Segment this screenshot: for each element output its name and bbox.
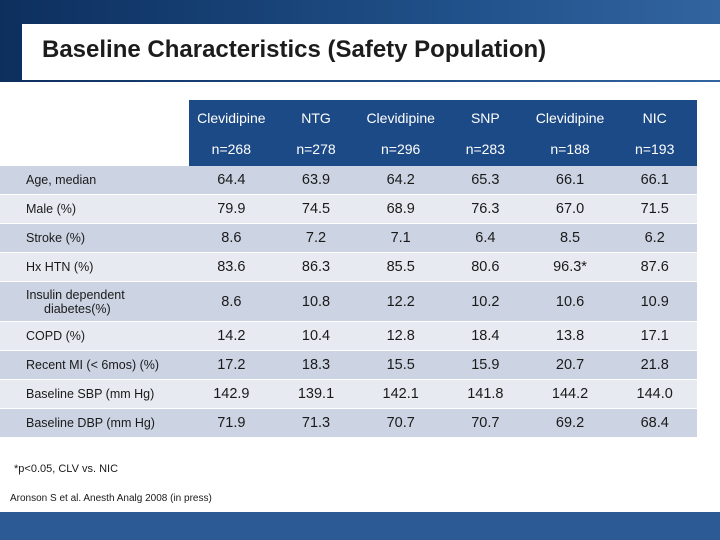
- row-label: Baseline DBP (mm Hg): [26, 416, 155, 430]
- cell-value: 8.6: [221, 293, 242, 310]
- cell-value: 66.1: [555, 172, 585, 188]
- cell-value: 18.3: [301, 357, 331, 373]
- cell-value: 144.0: [636, 386, 673, 402]
- title-panel: Baseline Characteristics (Safety Populat…: [22, 24, 720, 80]
- cell-value: 71.9: [217, 415, 246, 431]
- data-table: Age, median 64.4 63.9 64.2 65.3 66.1 66.…: [0, 166, 697, 438]
- table-header-band: [189, 100, 697, 166]
- cell-value: 144.2: [551, 386, 589, 402]
- col-header-drug: NIC: [642, 110, 667, 126]
- table-row: Stroke (%) 8.6 7.2 7.1 6.4 8.5 6.2: [0, 224, 697, 253]
- cell-value: 70.7: [471, 415, 500, 431]
- cell-value: 10.4: [301, 328, 331, 344]
- cell-value: 63.9: [301, 172, 331, 188]
- col-header-n: n=268: [211, 141, 251, 157]
- cell-value: 76.3: [471, 201, 500, 217]
- cell-value: 71.5: [640, 201, 669, 217]
- col-header-drug: Clevidipine: [366, 110, 435, 126]
- cell-value: 10.2: [471, 293, 500, 310]
- cell-value: 10.8: [301, 293, 331, 310]
- cell-value: 12.2: [386, 293, 415, 310]
- row-label: Insulin dependent diabetes(%): [26, 287, 125, 316]
- cell-value: 96.3*: [553, 259, 587, 275]
- cell-value: 79.9: [217, 201, 246, 217]
- col-header-n: n=283: [465, 141, 506, 157]
- cell-value: 68.9: [386, 201, 415, 217]
- cell-value: 13.8: [555, 328, 585, 344]
- cell-value: 20.7: [555, 357, 585, 373]
- cell-value: 8.5: [559, 230, 581, 246]
- cell-value: 17.2: [217, 357, 246, 373]
- cell-value: 10.9: [640, 293, 669, 310]
- cell-value: 71.3: [301, 415, 331, 431]
- cell-value: 74.5: [301, 201, 331, 217]
- cell-value: 7.2: [305, 230, 327, 246]
- cell-value: 142.9: [213, 386, 250, 402]
- table-row: Insulin dependent diabetes(%) 8.6 10.8 1…: [0, 282, 697, 322]
- cell-value: 141.8: [467, 386, 504, 402]
- cell-value: 139.1: [297, 386, 335, 402]
- table-row: COPD (%) 14.2 10.4 12.8 18.4 13.8 17.1: [0, 322, 697, 351]
- col-header-drug: Clevidipine: [535, 110, 605, 126]
- col-header-drug: Clevidipine: [197, 110, 266, 126]
- cell-value: 15.9: [471, 357, 500, 373]
- cell-value: 12.8: [386, 328, 415, 344]
- cell-value: 80.6: [471, 259, 500, 275]
- row-label: Hx HTN (%): [26, 260, 94, 274]
- col-header-drug: NTG: [301, 110, 331, 126]
- cell-value: 142.1: [382, 386, 419, 402]
- bottom-bar: [0, 512, 720, 540]
- cell-value: 6.2: [644, 230, 665, 246]
- table-row: Male (%) 79.9 74.5 68.9 76.3 67.0 71.5: [0, 195, 697, 224]
- footnote: *p<0.05, CLV vs. NIC: [14, 463, 119, 475]
- cell-value: 85.5: [386, 259, 415, 275]
- row-label: Recent MI (< 6mos) (%): [26, 358, 160, 372]
- row-label: COPD (%): [26, 329, 86, 343]
- row-label: Stroke (%): [26, 231, 86, 245]
- cell-value: 65.3: [471, 172, 500, 188]
- cell-value: 18.4: [471, 328, 500, 344]
- cell-value: 87.6: [640, 259, 669, 275]
- table-header-n-row: n=268 n=278 n=296 n=283 n=188 n=193: [189, 133, 697, 165]
- cell-value: 67.0: [555, 201, 585, 217]
- cell-value: 7.1: [390, 230, 411, 246]
- cell-value: 86.3: [301, 259, 331, 275]
- row-label: Age, median: [26, 173, 97, 187]
- col-header-n: n=278: [296, 141, 336, 157]
- cell-value: 15.5: [386, 357, 415, 373]
- cell-value: 83.6: [217, 259, 246, 275]
- citation: Aronson S et al. Anesth Analg 2008 (in p…: [10, 493, 212, 504]
- col-header-n: n=193: [635, 141, 675, 157]
- cell-value: 21.8: [640, 357, 669, 373]
- col-header-drug: SNP: [470, 110, 500, 126]
- col-header-n: n=296: [381, 141, 421, 157]
- cell-value: 66.1: [640, 172, 669, 188]
- row-label: Male (%): [26, 202, 77, 216]
- cell-value: 14.2: [217, 328, 246, 344]
- slide-title: Baseline Characteristics (Safety Populat…: [42, 36, 547, 63]
- cell-value: 10.6: [555, 293, 585, 310]
- table-header-drug-row: Clevidipine NTG Clevidipine SNP Clevidip…: [189, 102, 697, 134]
- cell-value: 69.2: [555, 415, 585, 431]
- table-row: Hx HTN (%) 83.6 86.3 85.5 80.6 96.3* 87.…: [0, 253, 697, 282]
- table-row: Recent MI (< 6mos) (%) 17.2 18.3 15.5 15…: [0, 351, 697, 380]
- table-row: Baseline DBP (mm Hg) 71.9 71.3 70.7 70.7…: [0, 409, 697, 438]
- cell-value: 64.2: [386, 172, 415, 188]
- cell-value: 17.1: [640, 328, 669, 344]
- table-row: Age, median 64.4 63.9 64.2 65.3 66.1 66.…: [0, 166, 697, 195]
- cell-value: 8.6: [221, 230, 242, 246]
- cell-value: 64.4: [217, 172, 246, 188]
- row-label: Baseline SBP (mm Hg): [26, 387, 155, 401]
- table-row: Baseline SBP (mm Hg) 142.9 139.1 142.1 1…: [0, 380, 697, 409]
- cell-value: 70.7: [386, 415, 415, 431]
- col-header-n: n=188: [550, 141, 590, 157]
- cell-value: 68.4: [640, 415, 669, 431]
- cell-value: 6.4: [475, 230, 496, 246]
